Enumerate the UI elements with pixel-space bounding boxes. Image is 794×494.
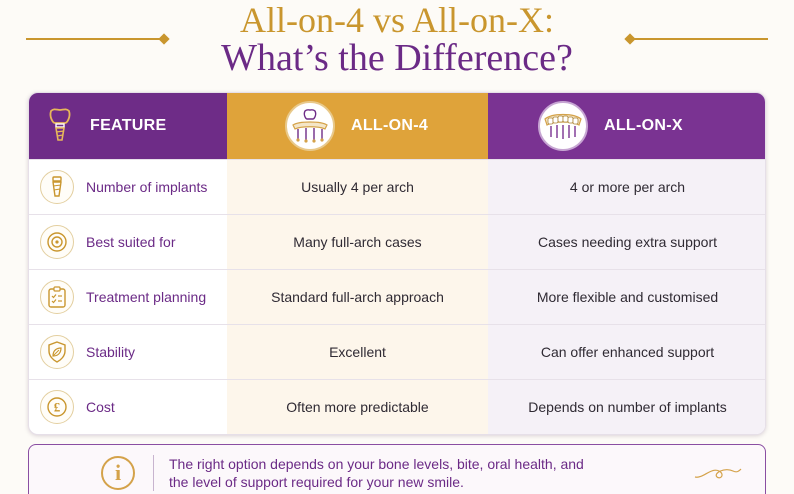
note-line-2: the level of support required for your n… <box>169 474 464 490</box>
all-on-4-value: Many full-arch cases <box>293 234 422 250</box>
all-on-4-value: Usually 4 per arch <box>301 179 414 195</box>
all-on-4-column-background <box>227 159 488 434</box>
header-feature-label: FEATURE <box>90 117 167 134</box>
info-icon: i <box>101 456 135 490</box>
feature-label: Stability <box>86 344 136 360</box>
all-on-x-value: Depends on number of implants <box>528 399 727 415</box>
note-text: The right option depends on your bone le… <box>169 455 584 491</box>
note-divider <box>153 455 154 491</box>
clipboard-checklist-icon <box>40 280 74 314</box>
header-feature: FEATURE <box>29 93 227 159</box>
pound-coin-icon: £ <box>40 390 74 424</box>
all-on-x-value: Can offer enhanced support <box>540 344 715 360</box>
header-all-on-4: ALL-ON-4 <box>227 93 488 159</box>
table-row: Treatment planning Standard full-arch ap… <box>29 269 765 324</box>
info-note: i The right option depends on your bone … <box>28 444 766 494</box>
note-line-1: The right option depends on your bone le… <box>169 456 584 472</box>
all-on-4-value: Excellent <box>329 344 386 360</box>
all-on-4-arch-icon <box>285 101 335 151</box>
svg-text:£: £ <box>54 400 61 415</box>
header-all-on-4-label: ALL-ON-4 <box>351 117 429 134</box>
title-divider-left <box>26 33 170 45</box>
title-line-2: What’s the Difference? <box>221 37 573 79</box>
all-on-x-value: More flexible and customised <box>536 289 719 305</box>
target-icon <box>40 225 74 259</box>
feature-label: Best suited for <box>86 234 176 250</box>
all-on-x-value: 4 or more per arch <box>569 179 686 195</box>
title-divider-right <box>624 33 768 45</box>
flourish-icon <box>694 468 742 479</box>
all-on-x-value: Cases needing extra support <box>538 234 717 250</box>
header-all-on-x: ALL-ON-X <box>488 93 765 159</box>
feature-label: Cost <box>86 399 115 415</box>
comparison-table: FEATURE ALL-ON-4 <box>28 92 766 435</box>
tooth-implant-icon <box>49 108 71 141</box>
feature-label: Number of implants <box>86 179 208 195</box>
header-all-on-x-label: ALL-ON-X <box>604 117 683 134</box>
shield-leaf-icon <box>40 335 74 369</box>
table-row: Best suited for Many full-arch cases Cas… <box>29 214 765 269</box>
title-line-1: All-on-4 vs All-on-X: <box>240 0 554 40</box>
all-on-x-arch-icon <box>538 101 588 151</box>
all-on-4-value: Standard full-arch approach <box>271 289 444 305</box>
table-row: Stability Excellent Can offer enhanced s… <box>29 324 765 379</box>
table-row: £ Cost Often more predictable Depends on… <box>29 379 765 434</box>
feature-label: Treatment planning <box>86 289 207 305</box>
all-on-4-value: Often more predictable <box>286 399 429 415</box>
table-row: Number of implants Usually 4 per arch 4 … <box>29 159 765 214</box>
all-on-x-column-background <box>488 159 765 434</box>
implant-icon <box>40 170 74 204</box>
